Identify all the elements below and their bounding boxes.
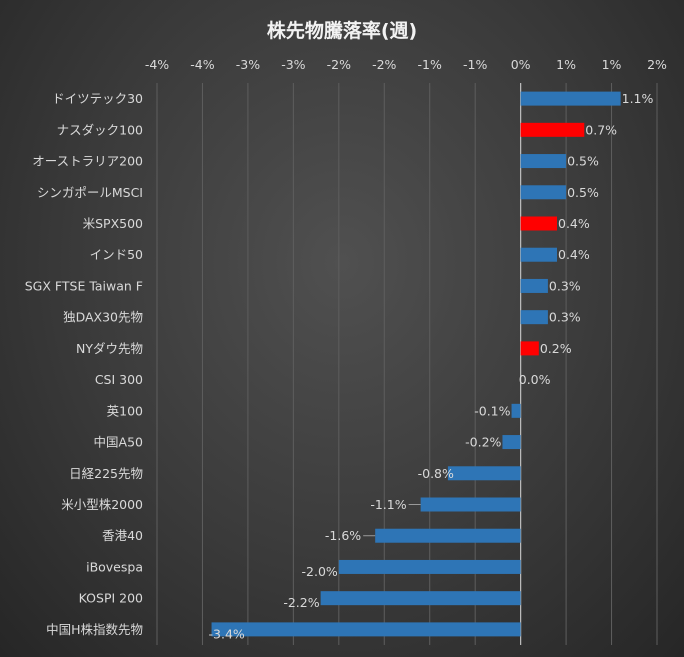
- x-tick-label: 2%: [647, 57, 667, 72]
- category-label: 香港40: [102, 528, 143, 543]
- data-label: 0.5%: [567, 185, 599, 200]
- category-label: 日経225先物: [69, 466, 143, 481]
- data-label: 0.7%: [585, 122, 617, 137]
- category-label: オーストラリア200: [32, 154, 143, 169]
- gridlines: [156, 83, 658, 645]
- bar: [211, 622, 521, 637]
- bar: [447, 466, 521, 481]
- data-label: 0.4%: [558, 216, 590, 231]
- category-label: 米小型株2000: [61, 497, 143, 512]
- category-label: シンガポールMSCI: [37, 185, 143, 200]
- data-label: -2.0%: [302, 564, 338, 579]
- data-label: 0.3%: [549, 278, 581, 293]
- category-label: 独DAX30先物: [63, 310, 143, 325]
- bar: [520, 341, 539, 356]
- x-tick-label: -1%: [463, 57, 487, 72]
- category-label: KOSPI 200: [79, 591, 143, 606]
- category-label: 米SPX500: [83, 216, 143, 231]
- data-label: -2.2%: [283, 595, 319, 610]
- category-label: 中国H株指数先物: [46, 622, 143, 637]
- x-tick-label: -4%: [145, 57, 169, 72]
- x-tick-label: 0%: [511, 57, 531, 72]
- category-label: CSI 300: [95, 372, 143, 387]
- category-label: 中国A50: [94, 435, 144, 450]
- bar: [520, 310, 548, 325]
- data-label: 0.3%: [549, 310, 581, 325]
- bar: [520, 247, 557, 262]
- category-label: 英100: [107, 403, 143, 418]
- bars: [211, 91, 621, 637]
- x-tick-label: 1%: [602, 57, 622, 72]
- bar: [520, 185, 567, 200]
- bar: [520, 278, 548, 293]
- bar: [520, 91, 621, 106]
- data-labels: 1.1% 0.7% 0.5% 0.5% 0.4% 0.4% 0.3% 0.3% 0.2% 0.0%…: [209, 91, 654, 641]
- data-label: 0.5%: [567, 154, 599, 169]
- category-label: iBovespa: [86, 559, 143, 574]
- bar: [520, 216, 557, 231]
- data-label: 0.4%: [558, 247, 590, 262]
- x-tick-label: -1%: [418, 57, 442, 72]
- data-label: -1.1%: [370, 497, 406, 512]
- bar: [502, 435, 521, 450]
- bar: [320, 591, 521, 606]
- data-label: -1.6%: [325, 528, 361, 543]
- bar: [338, 559, 521, 574]
- data-label: -0.2%: [465, 435, 501, 450]
- x-tick-label: -3%: [236, 57, 260, 72]
- x-tick-label: -3%: [281, 57, 305, 72]
- category-label: SGX FTSE Taiwan F: [25, 278, 143, 293]
- bar: [420, 497, 521, 512]
- category-label: ナスダック100: [57, 122, 143, 137]
- data-label: -0.8%: [418, 466, 454, 481]
- data-label: 0.0%: [519, 372, 551, 387]
- bar: [520, 122, 585, 137]
- x-tick-label: -2%: [327, 57, 351, 72]
- category-labels: ドイツテック30 ナスダック100 オーストラリア200 シンガポールMSCI 米SPX…: [25, 91, 143, 637]
- data-label: 1.1%: [622, 91, 654, 106]
- x-axis-ticks: -4% -4% -3% -3% -2% -2% -1% -1% 0% 1% 1% 2%: [145, 57, 667, 72]
- x-tick-label: -2%: [372, 57, 396, 72]
- bar: [520, 154, 567, 169]
- bar: [375, 528, 521, 543]
- category-label: ドイツテック30: [52, 91, 143, 106]
- x-tick-label: 1%: [556, 57, 576, 72]
- bar: [511, 403, 521, 418]
- data-label: 0.2%: [540, 341, 572, 356]
- chart-title: 株先物騰落率(週): [267, 19, 417, 42]
- data-label: -3.4%: [209, 626, 245, 641]
- category-label: インド50: [90, 247, 143, 262]
- category-label: NYダウ先物: [76, 341, 143, 356]
- data-label: -0.1%: [474, 403, 510, 418]
- x-tick-label: -4%: [190, 57, 214, 72]
